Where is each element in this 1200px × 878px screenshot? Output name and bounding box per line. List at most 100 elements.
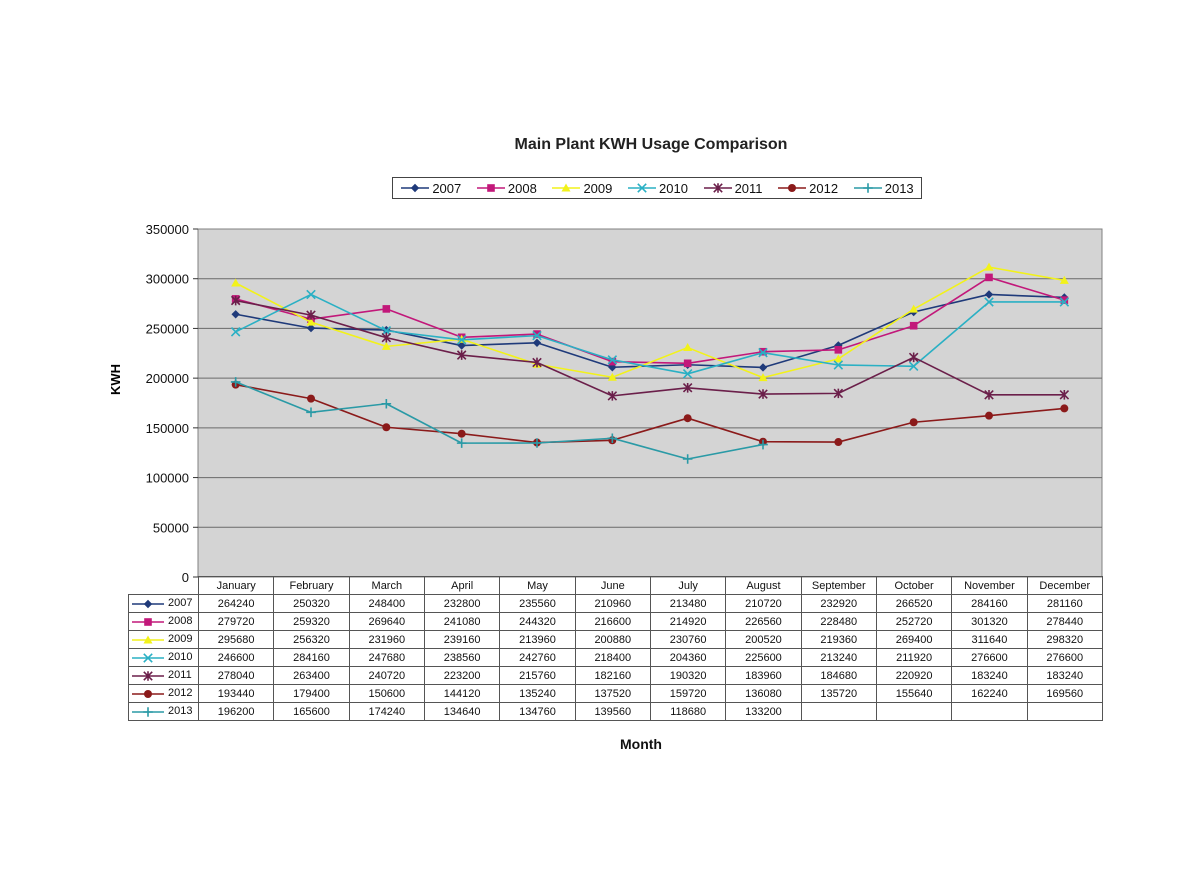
table-row-header-2008: 2008 <box>128 612 199 631</box>
data-label-2010-9: 213240 <box>800 648 877 667</box>
data-label-2007-4: 232800 <box>423 594 501 613</box>
table-row-header-2012: 2012 <box>128 684 199 703</box>
point-2009-7 <box>683 343 693 352</box>
point-2012-9 <box>834 438 843 447</box>
legend-item-2009: 2009 <box>551 181 612 196</box>
table-header-row: January February March April May June July Augu… <box>128 576 1103 595</box>
legend-key-marker <box>143 635 153 644</box>
data-label-2008-2: 259320 <box>273 612 350 631</box>
data-label-2013-8: 133200 <box>725 702 802 721</box>
data-label-2013-5: 134760 <box>499 702 576 721</box>
point-2007-4 <box>457 341 466 350</box>
point-2010-10 <box>908 361 919 372</box>
series-line-2013 <box>235 381 764 460</box>
legend-item-2007: 2007 <box>400 181 461 196</box>
point-2008-11 <box>985 273 993 282</box>
point-2011-8 <box>758 389 768 399</box>
legend-label: 2007 <box>432 180 462 196</box>
legend-key-2011 <box>132 670 164 681</box>
data-label-2011-5: 215760 <box>499 666 576 685</box>
legend-key-2008 <box>476 184 505 192</box>
point-2011-1 <box>230 295 241 306</box>
data-label-2008-8: 226560 <box>725 612 802 631</box>
data-label-2013-3: 174240 <box>348 702 425 721</box>
table-row-header-2009: 2009 <box>128 630 199 649</box>
data-label-2007-10: 266520 <box>875 594 953 613</box>
data-label-2010-3: 247680 <box>348 648 425 667</box>
legend-key-2012 <box>132 689 164 698</box>
point-2009-3 <box>381 341 391 350</box>
point-2013-4 <box>456 438 467 448</box>
plot-background <box>197 228 1103 578</box>
point-2009-6 <box>607 372 617 381</box>
data-label-2012-6: 137520 <box>574 684 651 703</box>
point-2012-11 <box>985 411 993 420</box>
data-label-2008-4: 241080 <box>423 612 501 631</box>
legend-key-2012 <box>778 184 807 192</box>
table-row: 2009 295680 256320 231960 239160 213960 200880… <box>128 630 1103 649</box>
data-label-2010-5: 242760 <box>499 648 576 667</box>
data-label-2007-8: 210720 <box>725 594 802 613</box>
data-label-2012-5: 135240 <box>499 684 576 703</box>
series-2007 <box>231 290 1069 372</box>
table-row-label: 2008 <box>165 615 193 628</box>
point-2010-9 <box>833 360 844 370</box>
series-2011 <box>230 295 1070 401</box>
point-2009-10 <box>909 304 919 313</box>
data-table: January February March April May June July Augu… <box>128 576 1103 721</box>
legend-key-2013 <box>132 706 164 717</box>
series-line-2011 <box>235 299 1065 397</box>
legend-key-2009 <box>552 183 581 192</box>
series-line-2012 <box>235 383 1065 444</box>
table-row-label: 2009 <box>165 633 193 646</box>
x-axis-label: Month <box>620 736 662 752</box>
data-label-2013-7: 118680 <box>649 702 727 721</box>
data-label-2009-6: 200880 <box>574 630 651 649</box>
point-2013-6 <box>607 433 618 444</box>
point-2010-6 <box>607 355 618 365</box>
data-label-2013-1: 196200 <box>197 702 275 721</box>
table-row: 2013 196200 165600 174240 134640 134760 139560… <box>128 702 1103 721</box>
data-label-2013-2: 165600 <box>273 702 350 721</box>
data-label-2013-10 <box>875 702 953 721</box>
data-label-2012-10: 155640 <box>875 684 953 703</box>
chart-title: Main Plant KWH Usage Comparison <box>514 136 788 153</box>
data-label-2011-9: 184680 <box>800 666 877 685</box>
data-label-2010-4: 238560 <box>423 648 501 667</box>
point-2010-3 <box>381 325 392 336</box>
point-2011-12 <box>1059 390 1070 400</box>
x-tick-label-february: February <box>273 576 350 595</box>
data-label-2011-7: 190320 <box>649 666 727 685</box>
point-2010-7 <box>682 369 693 379</box>
y-tick-label-5: 250000 <box>146 321 189 336</box>
data-label-2008-1: 279720 <box>197 612 275 631</box>
point-2008-3 <box>382 305 391 313</box>
table-row: 2008 279720 259320 269640 241080 244320 216600… <box>128 612 1103 631</box>
point-2012-10 <box>909 418 918 427</box>
chart-legend: 2007 2008 2009 2010 2011 2012 2013 <box>392 177 922 199</box>
legend-label: 2013 <box>884 180 914 196</box>
data-label-2013-11 <box>951 702 1028 721</box>
y-tick-label-6: 300000 <box>146 272 189 287</box>
data-label-2009-3: 231960 <box>348 630 425 649</box>
data-label-2007-12: 281160 <box>1026 594 1103 613</box>
data-label-2007-6: 210960 <box>574 594 651 613</box>
data-label-2013-6: 139560 <box>574 702 651 721</box>
point-2011-3 <box>381 332 392 343</box>
table-row-header-2013: 2013 <box>128 702 199 721</box>
point-2011-4 <box>456 350 467 360</box>
point-2010-4 <box>456 335 467 345</box>
data-label-2013-12 <box>1026 702 1103 721</box>
series-2013 <box>230 377 768 464</box>
data-label-2010-6: 218400 <box>574 648 651 667</box>
point-2008-6 <box>608 357 617 366</box>
x-tick-label-april: April <box>423 576 501 595</box>
x-tick-label-september: September <box>800 576 877 595</box>
point-2007-1 <box>231 310 240 319</box>
legend-key-2010 <box>628 183 656 193</box>
data-label-2011-2: 263400 <box>273 666 350 685</box>
table-row-label: 2007 <box>165 597 193 610</box>
series-2010 <box>230 289 1070 379</box>
x-tick-label-july: July <box>649 576 727 595</box>
